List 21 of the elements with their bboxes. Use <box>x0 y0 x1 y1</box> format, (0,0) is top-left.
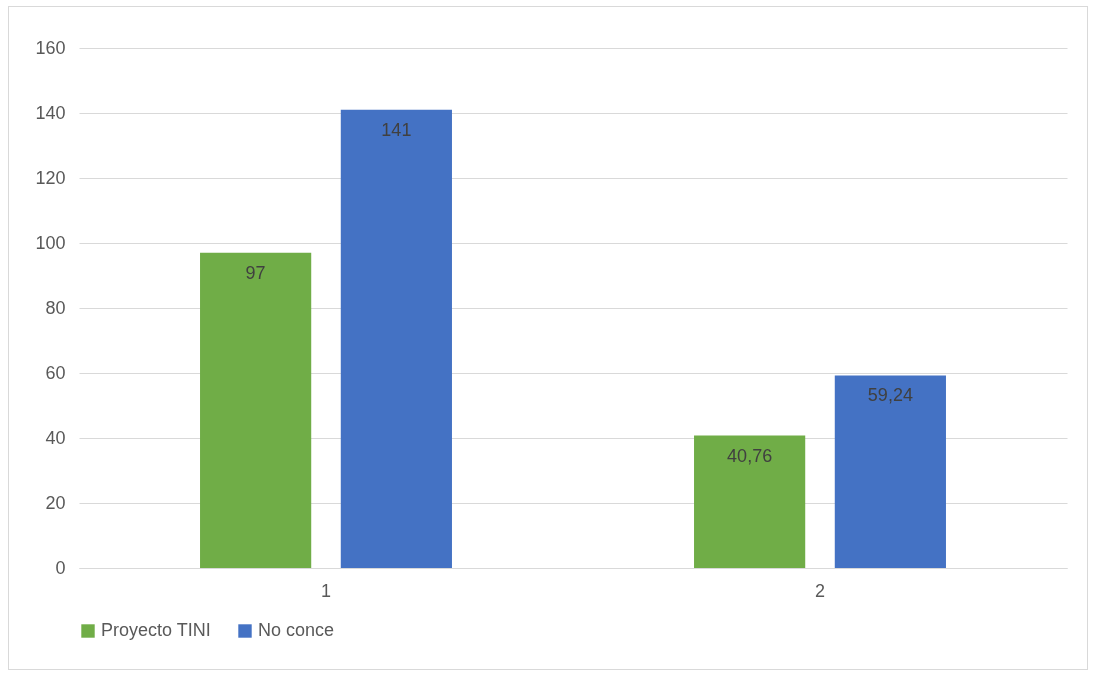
x-tick-label: 1 <box>320 580 332 601</box>
bar <box>834 375 946 568</box>
data-label: 59,24 <box>867 385 913 406</box>
legend-label: No conce <box>258 620 335 640</box>
y-tick-label: 20 <box>45 492 66 513</box>
legend-label: Proyecto TINI <box>101 620 211 640</box>
data-label: 141 <box>381 119 412 140</box>
y-tick-label: 0 <box>55 557 66 578</box>
data-label: 40,76 <box>727 445 773 466</box>
y-tick-label: 100 <box>35 232 66 253</box>
data-label: 97 <box>245 262 266 283</box>
x-tick-label: 2 <box>814 580 826 601</box>
bar <box>694 435 806 568</box>
y-tick-label: 60 <box>45 362 66 383</box>
bar <box>340 109 452 568</box>
y-tick-label: 120 <box>35 167 66 188</box>
y-tick-label: 140 <box>35 102 66 123</box>
y-tick-label: 80 <box>45 297 66 318</box>
y-tick-label: 160 <box>35 37 66 58</box>
bar <box>200 252 312 568</box>
y-tick-label: 40 <box>45 427 66 448</box>
